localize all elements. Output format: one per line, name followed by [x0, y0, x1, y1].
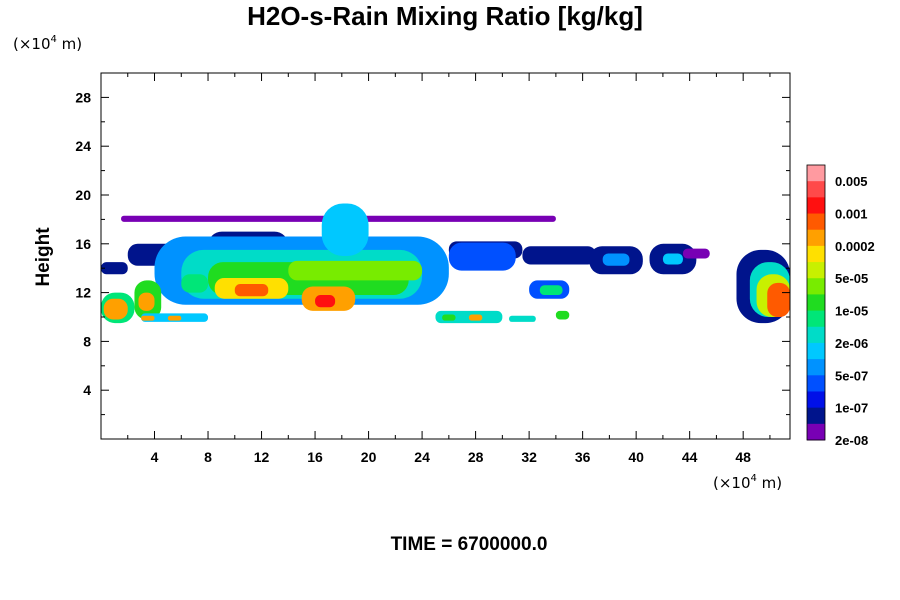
contour-region-35 [682, 248, 710, 259]
x-tick-label: 4 [151, 449, 159, 465]
colorbar-swatch [807, 407, 825, 425]
x-tick-label: 12 [254, 449, 270, 465]
contour-region-19 [138, 292, 155, 311]
contour-region-26 [442, 314, 456, 321]
colorbar-label: 0.0002 [835, 239, 875, 254]
x-axis-unit: (×104 m) [713, 473, 782, 492]
colorbar-swatch [807, 278, 825, 295]
colorbar-swatch [807, 342, 825, 360]
contour-region-15 [522, 246, 597, 265]
y-tick-label: 4 [83, 382, 91, 398]
x-tick-label: 24 [414, 449, 430, 465]
colorbar-swatch [807, 229, 825, 247]
x-tick-label: 28 [468, 449, 484, 465]
contour-region-39 [767, 282, 790, 317]
contour-region-0 [101, 262, 128, 275]
colorbar-swatch [807, 197, 825, 215]
y-tick-label: 24 [75, 138, 91, 154]
colorbar-swatch [807, 423, 825, 441]
colorbar-frame [806, 164, 826, 441]
contour-region-23 [181, 274, 209, 293]
colorbar-label: 1e-07 [835, 401, 868, 416]
contour-region-29 [539, 285, 563, 296]
contour-region-12 [234, 284, 269, 297]
contour-region-9 [288, 260, 423, 281]
colorbar-swatch [807, 326, 825, 344]
y-tick-label: 8 [83, 333, 91, 349]
colorbar-swatch [807, 165, 825, 182]
x-tick-label: 20 [361, 449, 377, 465]
x-tick-label: 8 [204, 449, 212, 465]
y-tick-label: 28 [75, 89, 91, 105]
contour-region-30 [555, 310, 570, 320]
colorbar-swatch [807, 213, 825, 231]
contour-region-25 [468, 314, 483, 321]
chart-title: H2O-s-Rain Mixing Ratio [kg/kg] [247, 1, 643, 31]
colorbar-swatch [807, 181, 825, 198]
colorbar-swatch [807, 391, 825, 409]
y-axis-unit: (×104 m) [13, 34, 82, 53]
colorbar-label: 2e-08 [835, 433, 868, 448]
x-tick-label: 32 [521, 449, 537, 465]
y-axis-ticks: 4 8 12 16 20 24 28 [75, 89, 790, 416]
contour-region-8 [321, 203, 369, 256]
colorbar: 0.005 0.001 0.0002 5e-05 1e-05 2e-06 5e-07 1e-0… [806, 164, 875, 448]
y-axis-label: Height [33, 227, 54, 287]
contour-region-21 [141, 315, 155, 321]
x-tick-label: 48 [735, 449, 751, 465]
colorbar-label: 0.001 [835, 207, 868, 222]
contour-region-22 [167, 315, 182, 321]
contour-region-27 [509, 315, 536, 322]
x-tick-label: 16 [307, 449, 323, 465]
colorbar-swatch [807, 310, 825, 328]
contour-region-14 [448, 242, 516, 271]
contour-region-34 [662, 253, 683, 265]
colorbar-swatch [807, 262, 825, 279]
contour-region-32 [602, 253, 630, 266]
colorbar-swatch [807, 294, 825, 312]
plot-area-frame [100, 72, 791, 440]
x-tick-label: 40 [628, 449, 644, 465]
contour-fill-layer [101, 203, 790, 324]
colorbar-label: 0.005 [835, 174, 868, 189]
x-axis-ticks: 4 8 12 16 20 24 28 32 36 40 44 48 [127, 73, 771, 465]
colorbar-label: 5e-05 [835, 271, 868, 286]
x-tick-label: 44 [682, 449, 698, 465]
colorbar-label: 2e-06 [835, 336, 868, 351]
y-tick-label: 16 [75, 236, 91, 252]
y-tick-label: 12 [75, 285, 91, 301]
colorbar-label: 5e-07 [835, 368, 868, 383]
contour-region-13 [315, 295, 336, 308]
colorbar-swatch [807, 375, 825, 392]
x-tick-label: 36 [575, 449, 591, 465]
colorbar-swatch [807, 245, 825, 263]
contour-region-17 [103, 298, 128, 320]
y-tick-label: 20 [75, 187, 91, 203]
time-label: TIME = 6700000.0 [391, 534, 548, 555]
colorbar-swatch [807, 359, 825, 376]
colorbar-label: 1e-05 [835, 304, 868, 319]
